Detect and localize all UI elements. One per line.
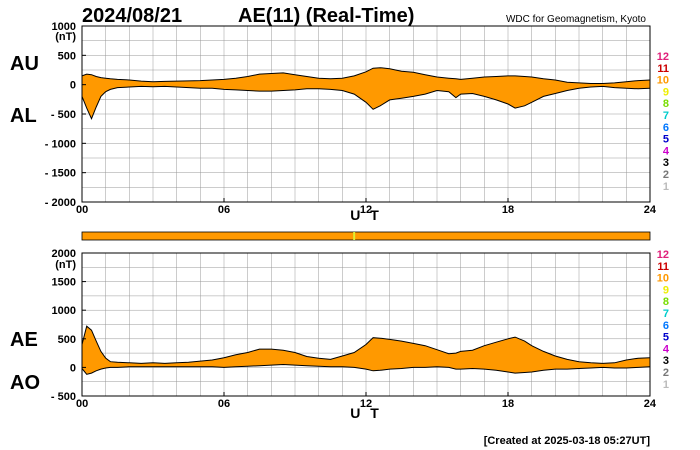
xlabel-au-al: U T (350, 207, 382, 223)
station-status-bar (81, 231, 651, 241)
legend-station-6: 6 (663, 122, 669, 134)
legend-station-8: 8 (663, 98, 669, 110)
y-tick-label: 2000 (52, 248, 76, 260)
series-line-ae (81, 325, 651, 364)
legend-station-4: 4 (663, 343, 670, 355)
x-tick-label: 00 (76, 204, 88, 216)
legend-station-3: 3 (663, 355, 669, 367)
x-tick-label: 06 (218, 398, 230, 410)
source-label: WDC for Geomagnetism, Kyoto (506, 14, 646, 25)
y-tick-label: 0 (70, 362, 76, 374)
y-tick-label: 0 (70, 80, 76, 92)
legend-station-1: 1 (663, 379, 669, 391)
ae-label: AE (10, 329, 38, 351)
legend-station-10: 10 (657, 273, 669, 285)
legend-station-2: 2 (663, 367, 669, 379)
y-axis-ae-ao: 2000 1500 1000 500 0 - 500 (51, 248, 86, 403)
page-title: AE(11) (Real-Time) (238, 5, 414, 27)
series-line-au (81, 67, 651, 84)
x-axis-ae-ao: 00 06 12 18 24 (76, 392, 657, 410)
legend-station-5: 5 (663, 134, 669, 146)
date-label: 2024/08/21 (82, 5, 182, 27)
legend-station-10: 10 (657, 75, 669, 87)
y-tick-label: 500 (58, 50, 76, 62)
legend-station-11: 11 (657, 63, 669, 75)
legend-station-3: 3 (663, 157, 669, 169)
x-tick-label: 24 (644, 398, 657, 410)
x-tick-label: 12 (360, 204, 372, 216)
grid-ae-ao (82, 253, 650, 396)
legend-station-9: 9 (663, 284, 669, 296)
unit-label-ae-ao: (nT) (55, 259, 76, 271)
legend-station-11: 11 (657, 261, 669, 273)
x-tick-label: 18 (502, 204, 514, 216)
legend-station-12: 12 (657, 249, 669, 261)
legend-station-8: 8 (663, 296, 669, 308)
area-au-al (82, 67, 650, 119)
y-tick-label: 500 (58, 334, 76, 346)
y-axis-au-al: 1000 500 0 - 500 - 1000 - 1500 - 2000 (45, 21, 86, 209)
y-tick-label: 1000 (52, 21, 76, 33)
x-tick-label: 00 (76, 398, 88, 410)
xlabel-ae-ao: U T (350, 405, 382, 421)
y-tick-label: - 500 (51, 391, 76, 403)
x-tick-label: 24 (644, 204, 657, 216)
y-tick-label: 1500 (52, 277, 76, 289)
y-tick-label: - 500 (51, 109, 76, 121)
au-label: AU (10, 53, 39, 75)
legend-station-5: 5 (663, 332, 669, 344)
series-line-al (81, 85, 651, 120)
x-tick-label: 12 (360, 398, 372, 410)
x-tick-label: 06 (218, 204, 230, 216)
legend-station-7: 7 (663, 308, 669, 320)
status-bar-fill (81, 231, 651, 241)
unit-label-au-al: (nT) (55, 31, 76, 43)
al-label: AL (10, 105, 37, 127)
legend-station-6: 6 (663, 320, 669, 332)
legend-station-4: 4 (663, 145, 670, 157)
x-tick-label: 18 (502, 398, 514, 410)
grid-au-al (82, 26, 650, 202)
y-tick-label: - 1000 (45, 138, 76, 150)
area-ae-ao (82, 326, 650, 375)
y-tick-label: 1000 (52, 305, 76, 317)
y-tick-label: - 2000 (45, 197, 76, 209)
legend-station-7: 7 (663, 110, 669, 122)
legend-station-12: 12 (657, 51, 669, 63)
ao-label: AO (10, 372, 40, 394)
x-axis-au-al: 00 06 12 18 24 (76, 198, 657, 216)
legend-station-9: 9 (663, 86, 669, 98)
y-tick-label: - 1500 (45, 168, 76, 180)
series-line-ao (81, 363, 651, 375)
created-timestamp: [Created at 2025-03-18 05:27UT] (484, 435, 651, 447)
legend-station-2: 2 (663, 169, 669, 181)
legend-station-1: 1 (663, 181, 669, 193)
